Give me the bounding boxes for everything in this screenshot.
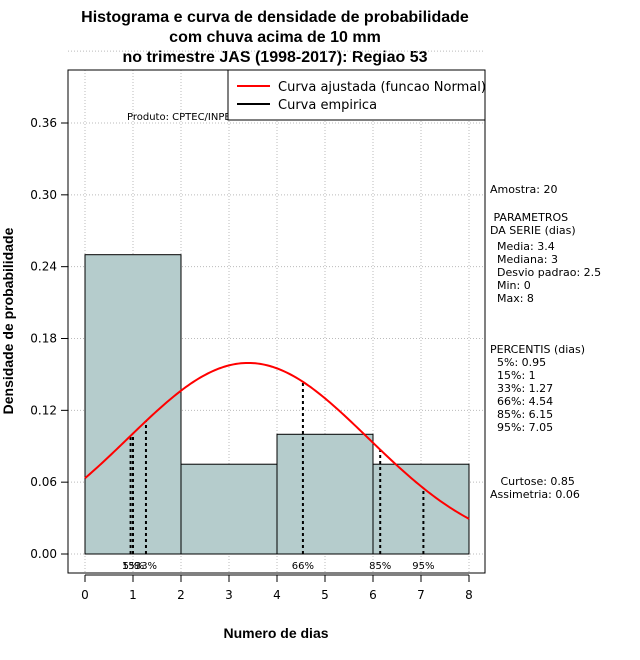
y-tick-label: 0.36 bbox=[30, 116, 57, 130]
percentiles-values: 5%: 0.95 15%: 1 33%: 1.27 66%: 4.54 85%:… bbox=[496, 356, 554, 434]
histogram-bar bbox=[372, 463, 470, 555]
y-tick-label: 0.30 bbox=[30, 188, 57, 202]
legend: Curva ajustada (funcao Normal) Curva emp… bbox=[227, 69, 486, 121]
y-tick-label: 0.06 bbox=[30, 475, 57, 489]
x-tick-label: 6 bbox=[369, 588, 377, 602]
product-label: Produto: CPTEC/INPE bbox=[127, 112, 231, 123]
histogram-bar bbox=[180, 463, 278, 555]
title-line-1: Histograma e curva de densidade de proba… bbox=[81, 9, 469, 26]
x-tick-label: 0 bbox=[81, 588, 89, 602]
title-line-3: no trimestre JAS (1998-2017): Regiao 53 bbox=[122, 49, 427, 66]
parameters-title: PARAMETROS DA SERIE (dias) bbox=[490, 211, 576, 237]
y-tick-label: 0.18 bbox=[30, 332, 57, 346]
x-tick-label: 2 bbox=[177, 588, 185, 602]
x-tick-label: 4 bbox=[273, 588, 281, 602]
sample-size: Amostra: 20 bbox=[490, 183, 558, 196]
percentile-label: 15% bbox=[122, 561, 144, 572]
y-axis: 0.00 0.06 0.12 0.18 0.24 0.30 0.36 bbox=[30, 116, 69, 561]
legend-box bbox=[227, 69, 486, 121]
x-tick-label: 5 bbox=[321, 588, 329, 602]
percentile-label: 66% bbox=[292, 561, 314, 572]
histogram-bar bbox=[276, 433, 374, 555]
y-tick-label: 0.24 bbox=[30, 260, 57, 274]
normal-curve-group bbox=[84, 361, 470, 520]
x-tick-label: 3 bbox=[225, 588, 233, 602]
percentile-label: 95% bbox=[412, 561, 434, 572]
x-tick-label: 1 bbox=[129, 588, 137, 602]
percentile-label: 5% bbox=[123, 561, 139, 572]
parameters-values: Media: 3.4 Mediana: 3 Desvio padrao: 2.5… bbox=[496, 240, 602, 305]
histogram-bars bbox=[84, 254, 470, 555]
y-axis-title: Densidade de probabilidade bbox=[0, 227, 16, 414]
x-tick-label: 7 bbox=[417, 588, 425, 602]
percentile-lines: 5%15%33% 66% 85% 95% bbox=[122, 381, 435, 572]
legend-label-fit: Curva ajustada (funcao Normal) bbox=[278, 80, 486, 95]
percentiles-title: PERCENTIS (dias) bbox=[490, 343, 586, 356]
normal-curve bbox=[84, 361, 470, 520]
title-line-2: com chuva acima de 10 mm bbox=[169, 29, 381, 46]
chart-title: Histograma e curva de densidade de proba… bbox=[81, 9, 469, 66]
x-tick-label: 8 bbox=[465, 588, 473, 602]
x-axis: 0 1 2 3 4 5 6 7 8 bbox=[81, 574, 473, 602]
legend-label-empirical: Curva empirica bbox=[278, 98, 377, 113]
y-tick-label: 0.12 bbox=[30, 403, 57, 417]
x-axis-title: Numero de dias bbox=[223, 625, 328, 641]
shape-stats: Curtose: 0.85 Assimetria: 0.06 bbox=[490, 475, 580, 501]
y-tick-label: 0.00 bbox=[30, 547, 57, 561]
percentile-label: 85% bbox=[369, 561, 391, 572]
percentile-label: 33% bbox=[135, 561, 157, 572]
